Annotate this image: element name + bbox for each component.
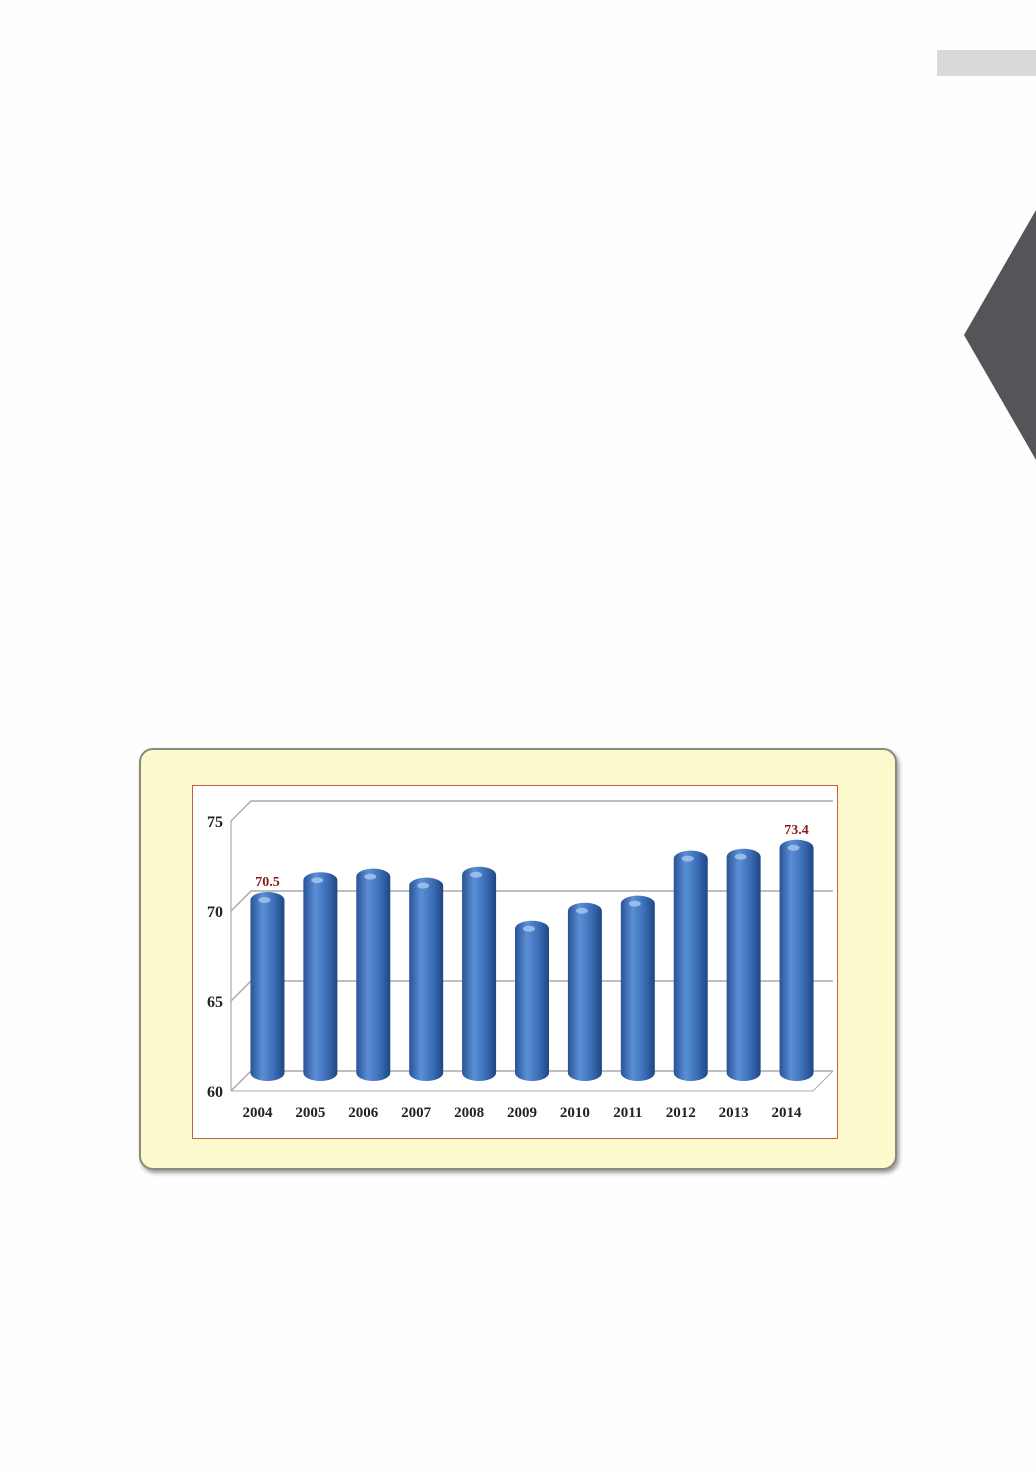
chevron-decoration — [964, 210, 1036, 460]
bar-highlight — [628, 900, 641, 907]
x-tick-label: 2012 — [666, 1105, 696, 1121]
bar-2007 — [409, 877, 444, 1081]
x-tick-label: 2010 — [560, 1105, 590, 1121]
bar-highlight — [575, 907, 588, 914]
x-tick-label: 2011 — [613, 1105, 642, 1121]
x-tick-label: 2007 — [401, 1105, 432, 1121]
x-tick-label: 2014 — [772, 1105, 803, 1121]
bar-2010 — [567, 902, 602, 1081]
y-tick-label: 65 — [207, 994, 223, 1011]
data-label: 70.5 — [255, 875, 279, 890]
bar-highlight — [364, 873, 377, 880]
header-gray-bar — [937, 50, 1036, 76]
bar-2008 — [462, 866, 497, 1081]
bar-2005 — [303, 872, 338, 1081]
bar-2011 — [620, 895, 655, 1081]
bar-highlight — [523, 925, 535, 932]
gridline — [230, 800, 833, 822]
x-tick-label: 2008 — [454, 1105, 484, 1121]
bar-2009 — [515, 920, 549, 1081]
bar-highlight — [417, 882, 430, 889]
bar-2004 — [250, 892, 285, 1081]
gridline — [230, 890, 833, 912]
bar-highlight — [258, 897, 271, 903]
x-tick-label: 2009 — [507, 1105, 537, 1121]
y-tick-label: 75 — [207, 814, 223, 831]
bar-highlight — [681, 855, 694, 862]
bar-2014 — [779, 839, 814, 1081]
chart-card: 60 65 70 75 2004 70.5 2005 2006 2007 2008 2009 2010… — [139, 748, 897, 1170]
bar-2013 — [726, 848, 761, 1081]
y-tick-label: 70 — [207, 904, 223, 921]
x-tick-label: 2013 — [719, 1105, 749, 1121]
data-label: 73.4 — [784, 823, 809, 838]
bar-highlight — [734, 853, 747, 860]
bar-2012 — [673, 850, 708, 1081]
bar-highlight — [787, 844, 800, 851]
x-tick-label: 2005 — [295, 1105, 325, 1121]
x-tick-label: 2006 — [348, 1105, 379, 1121]
x-tick-label: 2004 — [242, 1105, 272, 1121]
bar-highlight — [470, 871, 483, 878]
bar-2006 — [356, 868, 391, 1081]
bar-highlight — [311, 877, 324, 884]
bar-chart: 60 65 70 75 2004 70.5 2005 2006 2007 2008 2009 2010… — [207, 800, 834, 1121]
y-tick-label: 60 — [207, 1084, 223, 1101]
plot-frame: 60 65 70 75 2004 70.5 2005 2006 2007 2008 2009 2010… — [192, 785, 838, 1139]
